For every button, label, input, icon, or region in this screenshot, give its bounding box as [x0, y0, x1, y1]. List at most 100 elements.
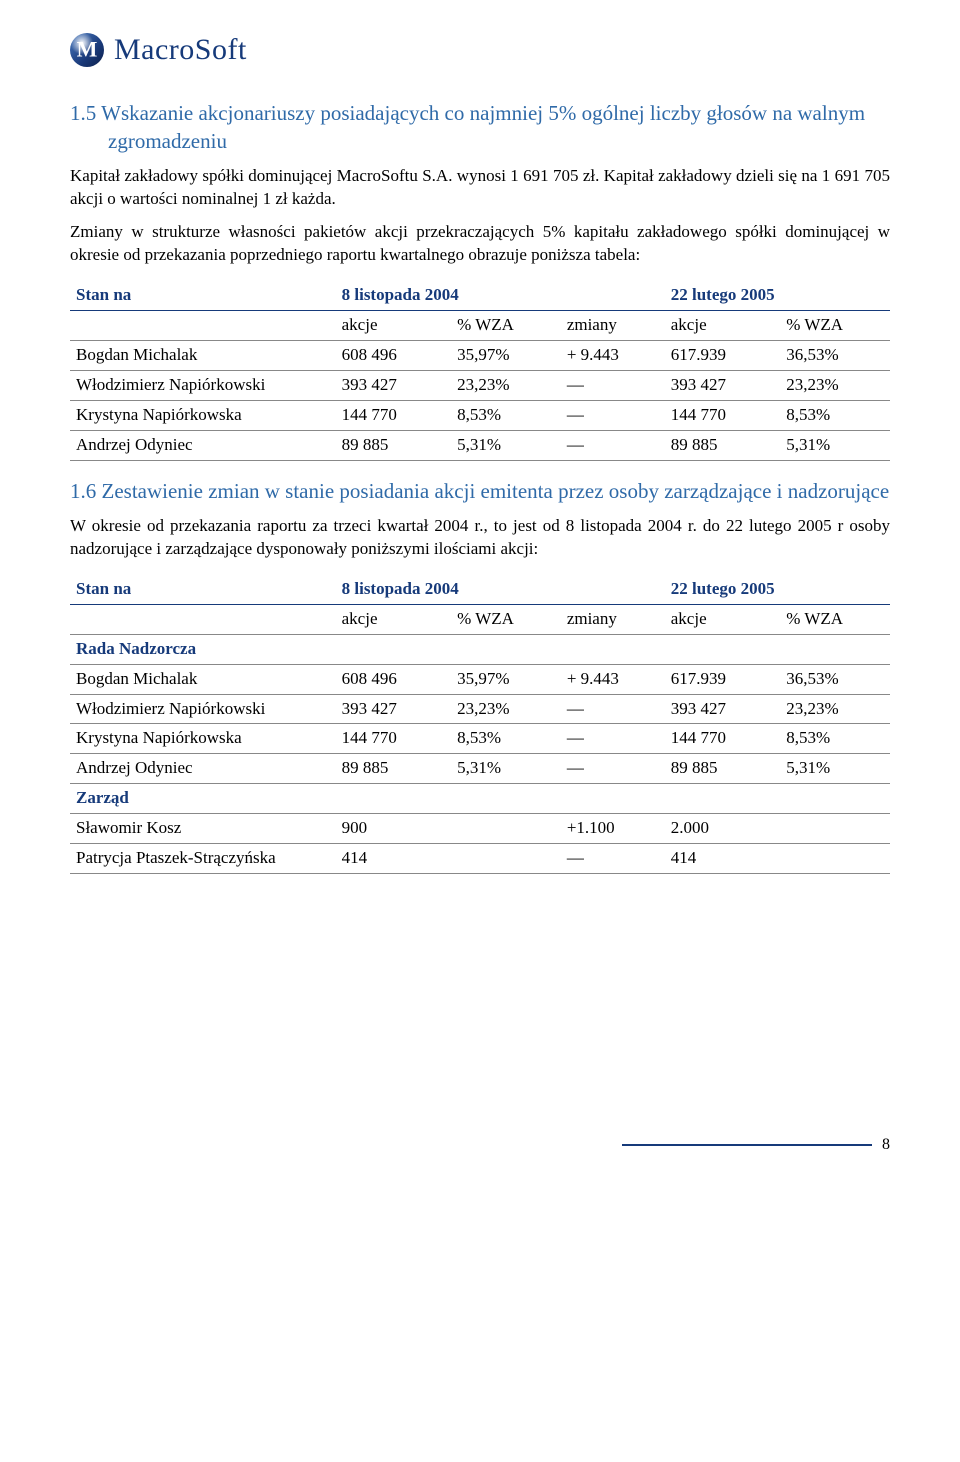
cell-name: Sławomir Kosz — [70, 814, 336, 844]
col-zmiany: zmiany — [561, 310, 665, 340]
cell-p2: 36,53% — [780, 664, 890, 694]
cell-p1 — [451, 814, 561, 844]
cell-a1: 144 770 — [336, 724, 451, 754]
col-stan-na: Stan na — [70, 575, 336, 604]
table-row: Krystyna Napiórkowska144 7708,53%―144 77… — [70, 724, 890, 754]
col-wza-1: % WZA — [451, 310, 561, 340]
table-header-row: Stan na 8 listopada 2004 22 lutego 2005 — [70, 575, 890, 604]
section-label: Rada Nadzorcza — [70, 634, 890, 664]
table-subheader-row: akcje % WZA zmiany akcje % WZA — [70, 604, 890, 634]
cell-p2 — [780, 844, 890, 874]
col-wza-2: % WZA — [780, 604, 890, 634]
section-number: 1.6 — [70, 479, 96, 503]
col-akcje-2: akcje — [665, 310, 780, 340]
cell-a1: 144 770 — [336, 400, 451, 430]
cell-ch: ― — [561, 430, 665, 460]
cell-name: Andrzej Odyniec — [70, 430, 336, 460]
table-row: Andrzej Odyniec89 8855,31%―89 8855,31% — [70, 430, 890, 460]
col-date-2: 22 lutego 2005 — [665, 281, 890, 310]
cell-a2: 617.939 — [665, 664, 780, 694]
cell-name: Krystyna Napiórkowska — [70, 724, 336, 754]
cell-a1: 900 — [336, 814, 451, 844]
section-1-6-heading: 1.6 Zestawienie zmian w stanie posiadani… — [70, 477, 890, 505]
cell-p1 — [451, 844, 561, 874]
cell-p2: 8,53% — [780, 400, 890, 430]
page-footer: 8 — [70, 1134, 890, 1156]
table-row: Włodzimierz Napiórkowski393 42723,23%―39… — [70, 370, 890, 400]
cell-p1: 35,97% — [451, 664, 561, 694]
table-header-row: Stan na 8 listopada 2004 22 lutego 2005 — [70, 281, 890, 310]
cell-a2: 89 885 — [665, 754, 780, 784]
table-row: Patrycja Ptaszek-Strączyńska414―414 — [70, 844, 890, 874]
table-row: Bogdan Michalak608 49635,97%+ 9.443617.9… — [70, 340, 890, 370]
cell-a1: 608 496 — [336, 664, 451, 694]
table-row: Bogdan Michalak608 49635,97%+ 9.443617.9… — [70, 664, 890, 694]
cell-p1: 23,23% — [451, 370, 561, 400]
table-section-zarzad: Zarząd — [70, 784, 890, 814]
col-akcje-2: akcje — [665, 604, 780, 634]
cell-a1: 393 427 — [336, 370, 451, 400]
cell-a2: 2.000 — [665, 814, 780, 844]
col-akcje-1: akcje — [336, 604, 451, 634]
section-title: Zestawienie zmian w stanie posiadania ak… — [102, 479, 890, 503]
shareholders-table: Stan na 8 listopada 2004 22 lutego 2005 … — [70, 281, 890, 461]
table-section-rada: Rada Nadzorcza — [70, 634, 890, 664]
cell-a2: 414 — [665, 844, 780, 874]
cell-name: Włodzimierz Napiórkowski — [70, 370, 336, 400]
cell-p2: 8,53% — [780, 724, 890, 754]
cell-p1: 35,97% — [451, 340, 561, 370]
logo-text: MacroSoft — [114, 30, 247, 71]
section-1-5-para-1: Kapitał zakładowy spółki dominującej Mac… — [70, 165, 890, 211]
section-title: Wskazanie akcjonariuszy posiadających co… — [101, 101, 865, 153]
section-1-5-heading: 1.5 Wskazanie akcjonariuszy posiadającyc… — [70, 99, 890, 156]
table-row: Sławomir Kosz900+1.1002.000 — [70, 814, 890, 844]
cell-p1: 8,53% — [451, 400, 561, 430]
cell-p1: 5,31% — [451, 430, 561, 460]
cell-ch: ― — [561, 400, 665, 430]
col-date-1: 8 listopada 2004 — [336, 281, 561, 310]
cell-ch: ― — [561, 724, 665, 754]
col-stan-na: Stan na — [70, 281, 336, 310]
cell-p2 — [780, 814, 890, 844]
cell-a1: 414 — [336, 844, 451, 874]
cell-p2: 23,23% — [780, 694, 890, 724]
cell-p1: 5,31% — [451, 754, 561, 784]
logo: MacroSoft — [70, 30, 890, 71]
cell-ch: + 9.443 — [561, 340, 665, 370]
cell-name: Patrycja Ptaszek-Strączyńska — [70, 844, 336, 874]
cell-ch: ― — [561, 370, 665, 400]
col-date-2: 22 lutego 2005 — [665, 575, 890, 604]
cell-a2: 144 770 — [665, 400, 780, 430]
col-wza-2: % WZA — [780, 310, 890, 340]
cell-name: Bogdan Michalak — [70, 340, 336, 370]
section-number: 1.5 — [70, 101, 96, 125]
cell-a1: 393 427 — [336, 694, 451, 724]
table-row: Krystyna Napiórkowska144 7708,53%―144 77… — [70, 400, 890, 430]
cell-name: Krystyna Napiórkowska — [70, 400, 336, 430]
col-akcje-1: akcje — [336, 310, 451, 340]
cell-a2: 393 427 — [665, 694, 780, 724]
footer-rule — [622, 1144, 872, 1146]
cell-p2: 36,53% — [780, 340, 890, 370]
cell-p1: 23,23% — [451, 694, 561, 724]
page-number: 8 — [882, 1134, 890, 1156]
cell-a2: 393 427 — [665, 370, 780, 400]
section-1-5-para-2: Zmiany w strukturze własności pakietów a… — [70, 221, 890, 267]
cell-ch: + 9.443 — [561, 664, 665, 694]
table-subheader-row: akcje % WZA zmiany akcje % WZA — [70, 310, 890, 340]
cell-name: Andrzej Odyniec — [70, 754, 336, 784]
cell-p2: 5,31% — [780, 754, 890, 784]
table-row: Andrzej Odyniec89 8855,31%―89 8855,31% — [70, 754, 890, 784]
cell-a2: 617.939 — [665, 340, 780, 370]
cell-a2: 89 885 — [665, 430, 780, 460]
section-1-6-para-1: W okresie od przekazania raportu za trze… — [70, 515, 890, 561]
cell-a1: 608 496 — [336, 340, 451, 370]
cell-ch: ― — [561, 844, 665, 874]
col-wza-1: % WZA — [451, 604, 561, 634]
cell-p2: 23,23% — [780, 370, 890, 400]
cell-name: Bogdan Michalak — [70, 664, 336, 694]
cell-a1: 89 885 — [336, 754, 451, 784]
cell-name: Włodzimierz Napiórkowski — [70, 694, 336, 724]
management-holdings-table: Stan na 8 listopada 2004 22 lutego 2005 … — [70, 575, 890, 874]
col-date-1: 8 listopada 2004 — [336, 575, 561, 604]
